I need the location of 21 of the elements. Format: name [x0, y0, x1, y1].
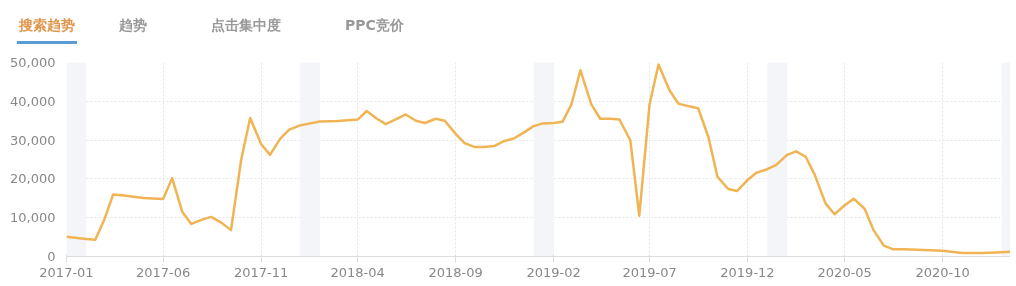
x-tick-label: 2020-10: [915, 264, 970, 280]
text: 点击集中度: [210, 16, 282, 35]
x-tick-label: 2017-01: [39, 264, 94, 280]
y-tick-label: 40,000: [10, 93, 56, 109]
x-tick-label: 2019-07: [622, 264, 677, 280]
x-tick-label: 2017-11: [233, 264, 289, 280]
y-tick-label: 20,000: [10, 171, 56, 187]
x-tick-label: 2018-09: [428, 264, 483, 280]
text: PPC竞价: [344, 16, 405, 35]
line-series: [66, 63, 1010, 255]
x-tick-label: 2020-05: [817, 264, 872, 280]
chart-title: 搜索趋势: [17, 15, 77, 44]
x-tick-label: 2017-06: [135, 264, 191, 280]
x-tick-label: 2019-12: [720, 264, 775, 280]
y-tick-label: 30,000: [10, 132, 56, 148]
y-tick-label: 50,000: [10, 55, 56, 70]
y-tick-label: 0: [47, 249, 56, 264]
x-tick-label: 2018-04: [330, 264, 385, 280]
text: 趋势: [118, 16, 148, 35]
y-tick-label: 10,000: [10, 210, 56, 226]
x-tick-label: 2019-02: [526, 264, 581, 280]
